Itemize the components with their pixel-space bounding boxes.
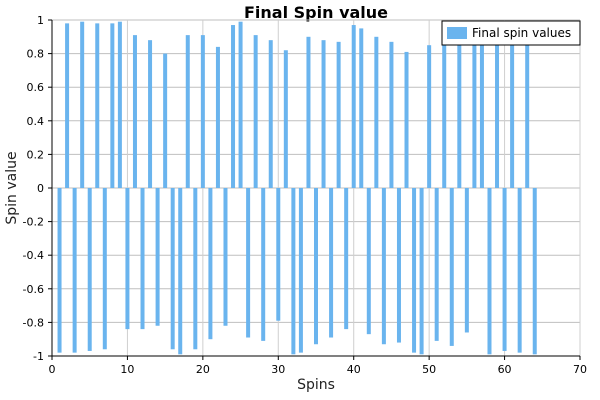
bar [163, 53, 168, 188]
legend: Final spin values [441, 20, 581, 46]
bar [412, 188, 417, 353]
bar [117, 21, 122, 189]
bar [396, 188, 401, 343]
bar [419, 188, 424, 355]
bar [298, 188, 303, 353]
bar [178, 188, 183, 355]
bar [148, 40, 153, 188]
bar [442, 40, 447, 188]
bar [223, 188, 228, 326]
y-tick-label: -0.4 [23, 249, 44, 262]
bar [427, 45, 432, 189]
bar [464, 188, 469, 333]
x-tick-label: 60 [498, 363, 512, 376]
bar [495, 36, 500, 188]
bar [110, 23, 115, 188]
bar [253, 35, 258, 189]
bar [276, 188, 281, 321]
y-tick-label: 0 [37, 182, 44, 195]
bar [231, 25, 236, 188]
bar [268, 40, 273, 188]
bar [125, 188, 130, 330]
bar [246, 188, 251, 338]
bar [517, 188, 522, 353]
y-tick-label: 0.6 [27, 81, 45, 94]
bar [510, 40, 515, 188]
y-tick-label: 0.8 [27, 48, 45, 61]
bar [208, 188, 213, 340]
bar [306, 36, 311, 188]
bar [525, 40, 530, 188]
x-tick-label: 0 [49, 363, 56, 376]
x-tick-label: 40 [347, 363, 361, 376]
bar [449, 188, 454, 346]
x-tick-labels: 0 10 20 30 40 50 60 70 [49, 356, 587, 376]
y-tick-label: -1 [33, 350, 44, 363]
bar [374, 36, 379, 188]
y-tick-label: 0.4 [27, 115, 45, 128]
bars [57, 21, 537, 355]
y-tick-label: 1 [37, 14, 44, 27]
bar [351, 25, 356, 188]
bar [434, 188, 439, 341]
bar [193, 188, 198, 350]
bar [457, 43, 462, 188]
bar [314, 188, 318, 345]
bar [502, 188, 507, 351]
x-tick-label: 70 [573, 363, 587, 376]
bar [132, 35, 137, 189]
chart-title: Final Spin value [244, 3, 388, 22]
y-tick-label: -0.6 [23, 283, 44, 296]
legend-swatch [447, 27, 467, 39]
bar [57, 188, 62, 353]
bar [381, 188, 386, 345]
bar [215, 46, 220, 188]
bar [238, 21, 243, 189]
bar [65, 23, 70, 188]
y-tick-label: 0.2 [27, 148, 45, 161]
bar [140, 188, 145, 330]
bar [321, 40, 326, 188]
bar [472, 40, 477, 188]
bar [80, 21, 85, 189]
bar [389, 41, 394, 189]
bar [200, 35, 205, 189]
x-tick-label: 10 [120, 363, 134, 376]
bar [95, 23, 100, 188]
bar [479, 43, 484, 188]
bar [366, 188, 371, 335]
bar [87, 188, 92, 351]
bar [185, 35, 190, 189]
x-tick-label: 50 [422, 363, 436, 376]
legend-label: Final spin values [472, 26, 571, 40]
bar [336, 41, 341, 189]
y-tick-label: -0.8 [23, 316, 44, 329]
bar [487, 188, 492, 355]
y-tick-labels: -1 -0.8 -0.6 -0.4 -0.2 0 0.2 0.4 0.6 0.8 1 [23, 14, 52, 363]
x-tick-label: 30 [271, 363, 285, 376]
bar [155, 188, 160, 326]
y-tick-label: -0.2 [23, 216, 44, 229]
bar [359, 28, 364, 189]
bar [170, 188, 175, 350]
bar [72, 188, 77, 353]
x-axis-label: Spins [297, 377, 335, 393]
bar [404, 51, 409, 188]
bar [532, 188, 537, 355]
bar [283, 50, 288, 188]
x-tick-label: 20 [196, 363, 210, 376]
bar [102, 188, 107, 350]
bar [261, 188, 266, 341]
bar [344, 188, 349, 330]
y-axis-label: Spin value [4, 151, 20, 224]
bar [291, 188, 296, 355]
bar [329, 188, 334, 338]
